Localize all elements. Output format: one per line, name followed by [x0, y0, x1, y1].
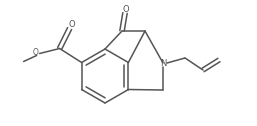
Text: N: N [160, 58, 166, 68]
Text: O: O [33, 48, 39, 57]
Text: O: O [68, 20, 75, 29]
Text: O: O [123, 5, 129, 13]
